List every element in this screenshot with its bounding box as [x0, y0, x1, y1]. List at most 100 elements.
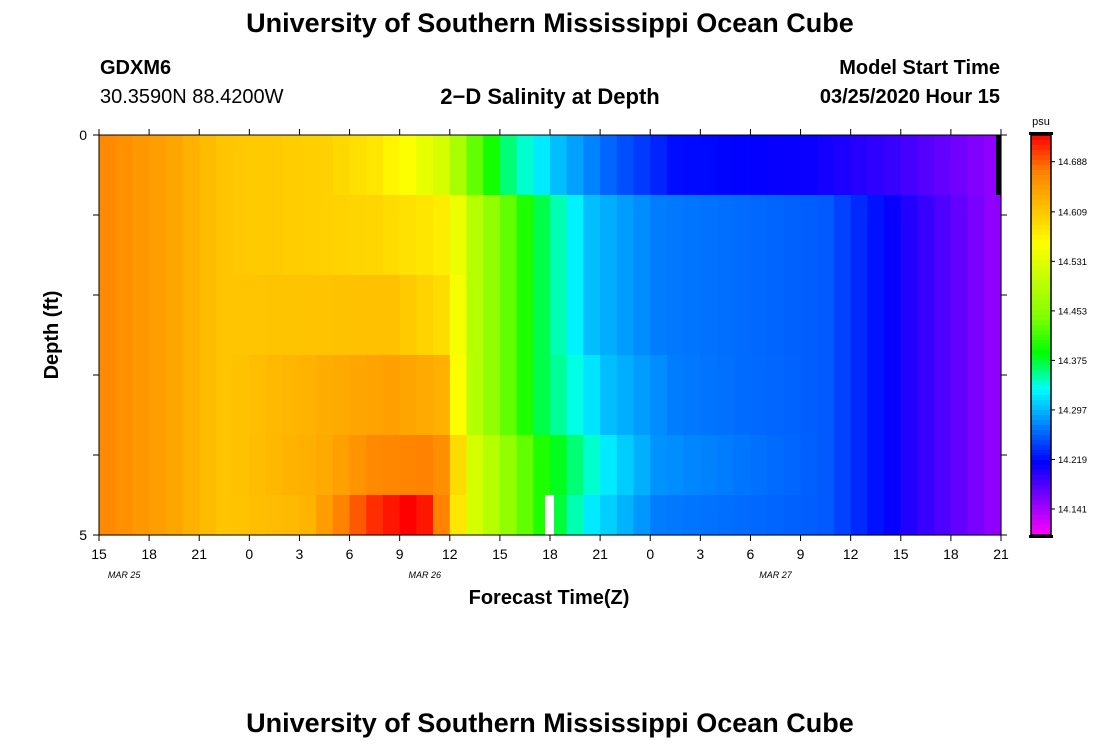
colorbar-tick-label: 14.297	[1058, 405, 1087, 416]
heatmap-cell	[600, 435, 618, 496]
heatmap-cell	[700, 275, 718, 356]
heatmap-cell	[666, 275, 685, 356]
heatmap-cell	[299, 135, 317, 196]
heatmap-cell	[182, 275, 200, 356]
heatmap-cell	[533, 135, 551, 196]
heatmap-cell	[850, 135, 868, 196]
colorbar-swatch	[1031, 160, 1051, 166]
colorbar-swatch	[1031, 300, 1051, 306]
heatmap-cell	[399, 275, 417, 356]
heatmap-cell	[583, 355, 601, 436]
heatmap-cell	[917, 275, 935, 356]
heatmap-cell	[800, 195, 818, 276]
heatmap-cell	[817, 495, 835, 536]
heatmap-cell	[449, 495, 468, 536]
heatmap-cell	[433, 355, 451, 436]
x-tick-label: 6	[346, 546, 354, 562]
colorbar-swatch	[1031, 280, 1051, 286]
heatmap-cell	[950, 195, 969, 276]
colorbar-swatch	[1031, 495, 1051, 501]
heatmap-cell	[633, 435, 651, 496]
heatmap-cell	[800, 275, 818, 356]
colorbar-swatch	[1031, 505, 1051, 511]
colorbar-swatch	[1031, 530, 1051, 536]
heatmap-cell	[266, 355, 284, 436]
heatmap-cell	[566, 435, 584, 496]
model-start-value: 03/25/2020 Hour 15	[819, 86, 1000, 108]
x-axis-label: Forecast Time(Z)	[469, 587, 630, 609]
heatmap-cell	[266, 275, 284, 356]
heatmap-cell	[332, 355, 351, 436]
colorbar-swatch	[1031, 425, 1051, 431]
heatmap-cell	[399, 435, 417, 496]
heatmap-cell	[366, 495, 384, 536]
heatmap-cell	[416, 135, 434, 196]
colorbar-cap-bottom	[1029, 535, 1053, 538]
heatmap-cell	[149, 495, 167, 536]
heatmap-cell	[433, 495, 451, 536]
heatmap-cell	[215, 135, 234, 196]
heatmap-cell	[249, 355, 267, 436]
colorbar-swatch	[1031, 165, 1051, 171]
colorbar-swatch	[1031, 385, 1051, 391]
colorbar-tick-label: 14.531	[1058, 257, 1087, 268]
heatmap-cell	[282, 355, 301, 436]
colorbar: 14.688 14.609 14.531 14.453 14.375 14.297 14.2…	[1029, 132, 1087, 538]
heatmap-cell	[984, 435, 1002, 496]
heatmap-cell	[566, 495, 584, 536]
colorbar-swatch	[1031, 190, 1051, 196]
colorbar-swatch	[1031, 420, 1051, 426]
colorbar-swatch	[1031, 200, 1051, 206]
heatmap-cell	[399, 495, 417, 536]
plot-title: 2−D Salinity at Depth	[440, 84, 660, 109]
x-tick-label: 15	[893, 546, 909, 562]
colorbar-swatch	[1031, 250, 1051, 256]
heatmap-cell	[934, 275, 952, 356]
heatmap-cell	[132, 355, 150, 436]
heatmap-cell	[483, 355, 501, 436]
heatmap-cell	[783, 275, 802, 356]
heatmap-cell	[733, 355, 752, 436]
colorbar-swatch	[1031, 510, 1051, 516]
heatmap-cell	[600, 355, 618, 436]
heatmap-cell	[182, 195, 200, 276]
heatmap-cell	[683, 135, 701, 196]
heatmap-cell	[800, 495, 818, 536]
heatmap-cell	[266, 495, 284, 536]
colorbar-swatch	[1031, 215, 1051, 221]
colorbar-swatch	[1031, 210, 1051, 216]
heatmap-cell	[499, 195, 518, 276]
heatmap-cell	[533, 275, 551, 356]
colorbar-swatch	[1031, 295, 1051, 301]
colorbar-swatch	[1031, 485, 1051, 491]
colorbar-swatch	[1031, 470, 1051, 476]
colorbar-swatch	[1031, 435, 1051, 441]
heatmap-cell	[917, 195, 935, 276]
heatmap-cell	[399, 355, 417, 436]
heatmap-cell	[316, 195, 334, 276]
colorbar-swatch	[1031, 270, 1051, 276]
heatmap-cell	[717, 195, 735, 276]
heatmap-cell	[115, 135, 133, 196]
heatmap-cell	[683, 435, 701, 496]
heatmap-cell	[99, 135, 117, 196]
heatmap-cell	[416, 435, 434, 496]
heatmap-cell	[833, 355, 852, 436]
y-tick-label: 0	[79, 127, 87, 143]
heatmap-cell	[833, 195, 852, 276]
heatmap-cell	[967, 435, 985, 496]
colorbar-swatch	[1031, 150, 1051, 156]
heatmap-cell	[934, 495, 952, 536]
heatmap-cell	[566, 355, 584, 436]
heatmap-cell	[984, 495, 1002, 536]
heatmap-cell	[132, 135, 150, 196]
heatmap-cell	[884, 275, 902, 356]
heatmap-cell	[249, 275, 267, 356]
colorbar-swatch	[1031, 315, 1051, 321]
heatmap-cell	[867, 355, 885, 436]
colorbar-swatch	[1031, 170, 1051, 176]
heatmap-cell	[950, 355, 969, 436]
colorbar-swatch	[1031, 375, 1051, 381]
heatmap-cell	[115, 495, 133, 536]
